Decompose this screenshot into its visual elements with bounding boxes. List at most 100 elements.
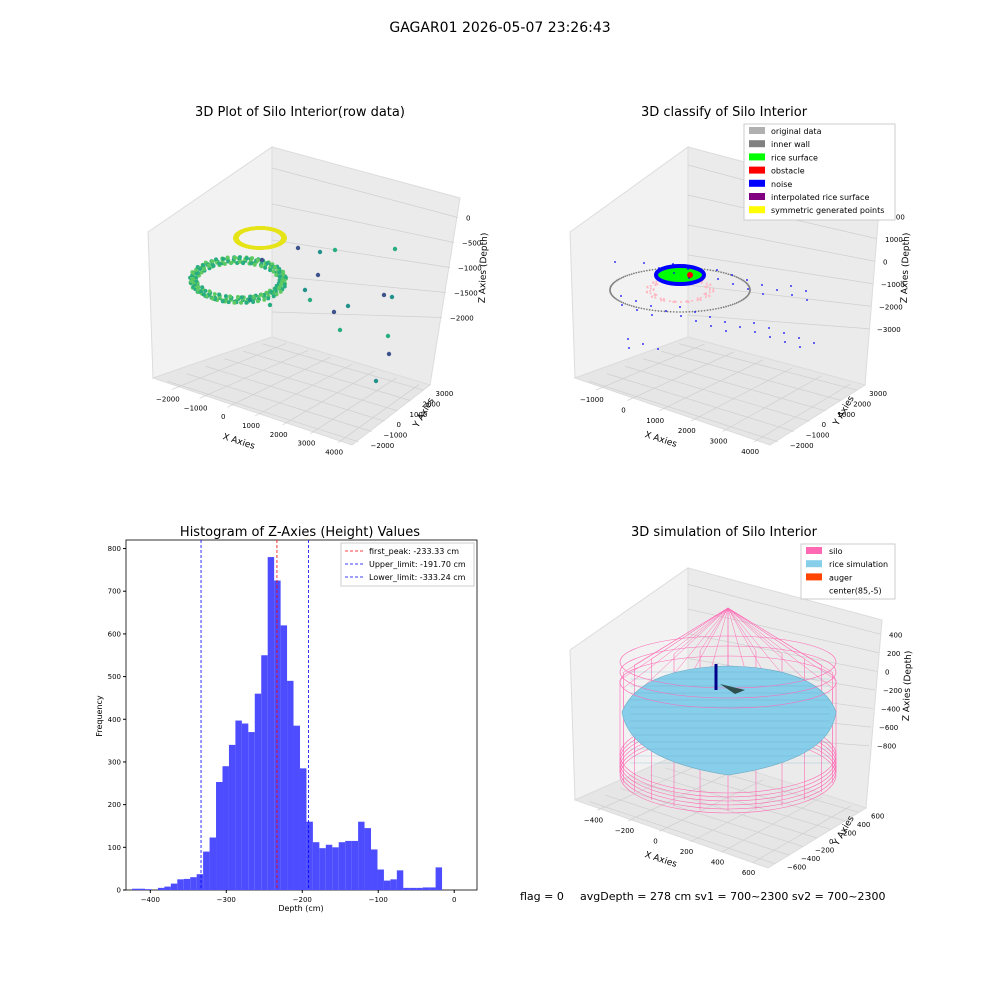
z-tick-label: −2000: [450, 315, 474, 323]
legend-box: [743, 123, 896, 221]
scatter-point: [635, 306, 638, 309]
x-tick-label: −400: [584, 816, 603, 824]
silo-wireframe: [634, 607, 729, 696]
legend-swatch: [749, 206, 765, 214]
x-tick-label: 4000: [325, 449, 343, 457]
y-tick-label: −600: [787, 864, 806, 872]
histogram-bar: [306, 821, 313, 890]
y-tick-label: 800: [108, 545, 121, 553]
x-tick-label: −200: [293, 896, 312, 904]
scatter-point: [255, 258, 260, 263]
panel-histogram-title: Histogram of Z-Axies (Height) Values: [180, 525, 420, 540]
silo-wireframe: [673, 607, 729, 655]
histogram-bar: [157, 887, 165, 890]
grid-line: [243, 350, 411, 401]
scatter-point: [633, 305, 635, 308]
scatter-point: [648, 269, 651, 272]
legend-swatch: [749, 166, 765, 174]
scatter-point: [762, 293, 764, 295]
scatter-point: [241, 261, 246, 266]
scatter-point: [616, 279, 618, 282]
scatter-point: [695, 320, 697, 322]
scatter-point: [628, 347, 630, 349]
scatter-point: [273, 286, 278, 291]
legend-swatch: [749, 127, 765, 134]
scatter-point: [703, 268, 706, 271]
grid-line: [254, 363, 353, 417]
z-tick-label: −1500: [454, 290, 478, 298]
scatter-point: [680, 315, 682, 317]
scatter-point: [337, 327, 343, 333]
grid-line: [271, 239, 451, 268]
histogram-bar: [396, 870, 404, 890]
scatter-point: [743, 297, 746, 300]
x-tick-label: −300: [217, 896, 236, 904]
scatter-point: [712, 290, 715, 293]
grid-line: [186, 373, 372, 432]
zaxis-label: Z Axies (Depth): [902, 651, 914, 722]
legend: silo rice simulation auger center(85,-5): [800, 543, 896, 600]
scatter-point: [262, 297, 267, 302]
grid-line: [589, 801, 776, 865]
grid-line: [687, 608, 880, 654]
histogram-bar: [345, 840, 352, 890]
scatter-point: [708, 291, 711, 294]
scatter-point: [729, 273, 732, 276]
scatter-point: [381, 292, 387, 298]
scatter-point: [735, 276, 738, 278]
scatter-point: [259, 264, 264, 269]
x-tick-label: 3000: [298, 440, 316, 448]
grid-line: [199, 349, 309, 399]
scatter-point: [672, 263, 674, 265]
scatter-point: [708, 287, 711, 290]
legend-item: center(85,-5): [829, 587, 882, 596]
scatter-point: [706, 268, 709, 271]
y-tick-label: 200: [108, 801, 121, 809]
scatter-point: [739, 277, 741, 280]
scatter-point: [614, 261, 616, 263]
scatter-point: [645, 269, 648, 272]
scatter-point: [244, 300, 249, 305]
histogram-bar: [222, 766, 229, 890]
y-tick-label: 2000: [423, 401, 441, 409]
scatter-point: [274, 292, 279, 297]
legend-item: silo: [829, 547, 843, 556]
scatter-point: [345, 303, 351, 309]
x-tick-label: 0: [653, 837, 657, 845]
histogram-bar: [319, 848, 326, 890]
histogram-bar: [183, 878, 191, 890]
histogram-bar: [390, 879, 397, 890]
scatter-point: [385, 333, 391, 339]
scatter-point: [709, 269, 712, 272]
scatter-point: [672, 311, 675, 313]
scatter-point: [717, 307, 720, 310]
scatter-point: [649, 287, 652, 290]
histogram-bar: [377, 869, 384, 890]
histogram-bar: [209, 837, 217, 890]
scatter-point: [740, 299, 743, 302]
scatter-point: [753, 322, 755, 324]
histogram-bar: [416, 887, 423, 890]
silo-wireframe: [727, 607, 833, 673]
scatter-point: [703, 309, 706, 312]
silo-wireframe: [727, 607, 757, 652]
z-tick-label: −3000: [877, 326, 901, 334]
histogram-bar: [312, 842, 320, 890]
zaxis-label: Z Axies (Depth): [900, 233, 912, 304]
scatter-point: [640, 270, 643, 273]
grid-line: [659, 359, 764, 412]
scatter-point: [392, 246, 398, 252]
legend-item: auger: [829, 573, 853, 582]
scatter-point: [268, 268, 273, 273]
scatter-point: [706, 309, 709, 312]
x-tick-label: −100: [369, 896, 388, 904]
histogram-bar: [371, 849, 378, 890]
scatter-point: [717, 278, 719, 280]
scatter-point: [195, 287, 200, 292]
scatter-point: [614, 280, 617, 283]
y-tick-label: −1000: [384, 432, 408, 440]
scatter-point: [668, 300, 671, 303]
scatter-point: [621, 304, 623, 306]
scatter-point: [214, 257, 219, 262]
grid-line: [167, 380, 359, 443]
